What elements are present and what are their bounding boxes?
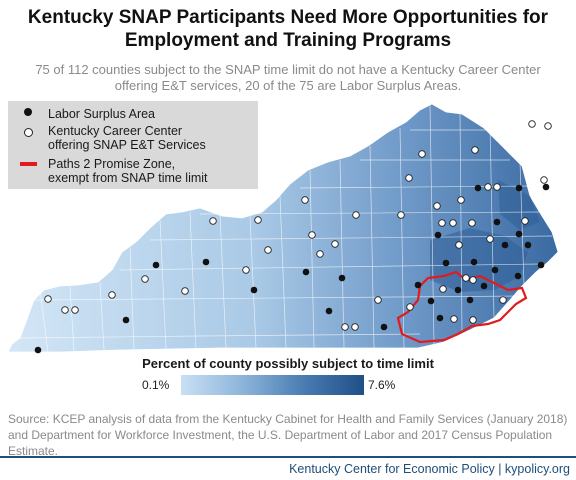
labor-surplus-dot [442, 259, 450, 267]
black-dot-icon [24, 108, 32, 116]
career-center-dot [521, 217, 529, 225]
career-center-dot [264, 246, 272, 254]
legend-item-labor-surplus: Labor Surplus Area [8, 107, 155, 121]
labor-surplus-dot [537, 261, 545, 269]
career-center-dot [528, 120, 536, 128]
color-scale-max: 7.6% [368, 378, 396, 392]
legend-label-promise-zone: Paths 2 Promise Zone, exempt from SNAP t… [48, 157, 208, 185]
career-center-dot [486, 235, 494, 243]
labor-surplus-dot [414, 281, 422, 289]
labor-surplus-dot [250, 286, 258, 294]
legend-label-labor-surplus: Labor Surplus Area [48, 107, 156, 121]
labor-surplus-dot [434, 231, 442, 239]
career-center-markers [44, 120, 552, 331]
color-scale-title: Percent of county possibly subject to ti… [142, 356, 434, 371]
career-center-dot [181, 287, 189, 295]
career-center-dot [308, 231, 316, 239]
career-center-dot [374, 296, 382, 304]
map-legend: Labor Surplus Area Kentucky Career Cente… [8, 101, 258, 189]
legend-item-promise-zone: Paths 2 Promise Zone, exempt from SNAP t… [8, 157, 223, 185]
career-center-dot [405, 174, 413, 182]
labor-surplus-dot [474, 184, 482, 192]
labor-surplus-dot [501, 241, 509, 249]
career-center-dot [242, 266, 250, 274]
source-note: Source: KCEP analysis of data from the K… [8, 412, 568, 458]
color-scale-min: 0.1% [142, 378, 170, 392]
labor-surplus-dot [338, 274, 346, 282]
labor-surplus-dot [515, 230, 523, 238]
labor-surplus-dot [470, 258, 478, 266]
labor-surplus-dot [152, 261, 160, 269]
career-center-dot [71, 306, 79, 314]
career-center-dot [341, 323, 349, 331]
labor-surplus-dot [515, 184, 523, 192]
career-center-dot [108, 291, 116, 299]
career-center-dot [61, 306, 69, 314]
career-center-dot [406, 303, 414, 311]
red-line-icon [19, 162, 37, 166]
page-subtitle: 75 of 112 counties subject to the SNAP t… [35, 62, 541, 93]
career-center-dot [462, 274, 470, 282]
labor-surplus-dot [202, 258, 210, 266]
labor-surplus-dot [122, 316, 130, 324]
labor-surplus-dot [325, 307, 333, 315]
county-borders [19, 105, 553, 353]
footer-credit: Kentucky Center for Economic Policy | ky… [289, 462, 570, 476]
career-center-dot [397, 211, 405, 219]
labor-surplus-dot [466, 296, 474, 304]
footer-divider [0, 456, 576, 458]
labor-surplus-dot [436, 314, 444, 322]
career-center-dot [331, 240, 339, 248]
career-center-dot [455, 241, 463, 249]
career-center-dot [301, 196, 309, 204]
labor-surplus-dot [493, 218, 501, 226]
career-center-dot [457, 196, 465, 204]
career-center-dot [484, 183, 492, 191]
career-center-dot [254, 216, 262, 224]
labor-surplus-dot [542, 183, 550, 191]
career-center-dot [433, 202, 441, 210]
labor-surplus-dot [302, 268, 310, 276]
career-center-dot [468, 219, 476, 227]
career-center-dot [352, 211, 360, 219]
career-center-dot [209, 217, 217, 225]
color-scale-bar [181, 375, 364, 395]
white-dot-icon [23, 128, 33, 137]
career-center-dot [351, 323, 359, 331]
labor-surplus-markers [34, 183, 550, 354]
labor-surplus-dot [491, 266, 499, 274]
career-center-dot [540, 176, 548, 184]
career-center-dot [471, 146, 479, 154]
career-center-dot [141, 275, 149, 283]
labor-surplus-dot [514, 272, 522, 280]
career-center-dot [469, 316, 477, 324]
page-title: Kentucky SNAP Participants Need More Opp… [27, 7, 549, 51]
legend-item-career-center: Kentucky Career Center offering SNAP E&T… [8, 124, 218, 152]
legend-label-career-center: Kentucky Career Center offering SNAP E&T… [48, 124, 206, 152]
career-center-dot [438, 219, 446, 227]
career-center-dot [544, 122, 552, 130]
career-center-dot [316, 250, 324, 258]
labor-surplus-dot [524, 241, 532, 249]
career-center-dot [499, 296, 507, 304]
career-center-dot [493, 183, 501, 191]
career-center-dot [418, 150, 426, 158]
labor-surplus-dot [454, 286, 462, 294]
labor-surplus-dot [34, 346, 42, 354]
labor-surplus-dot [380, 323, 388, 331]
career-center-dot [439, 285, 447, 293]
career-center-dot [469, 276, 477, 284]
labor-surplus-dot [427, 297, 435, 305]
labor-surplus-dot [480, 282, 488, 290]
career-center-dot [449, 219, 457, 227]
paths-2-promise-zone-outline [396, 270, 528, 344]
career-center-dot [44, 295, 52, 303]
career-center-dot [450, 315, 458, 323]
